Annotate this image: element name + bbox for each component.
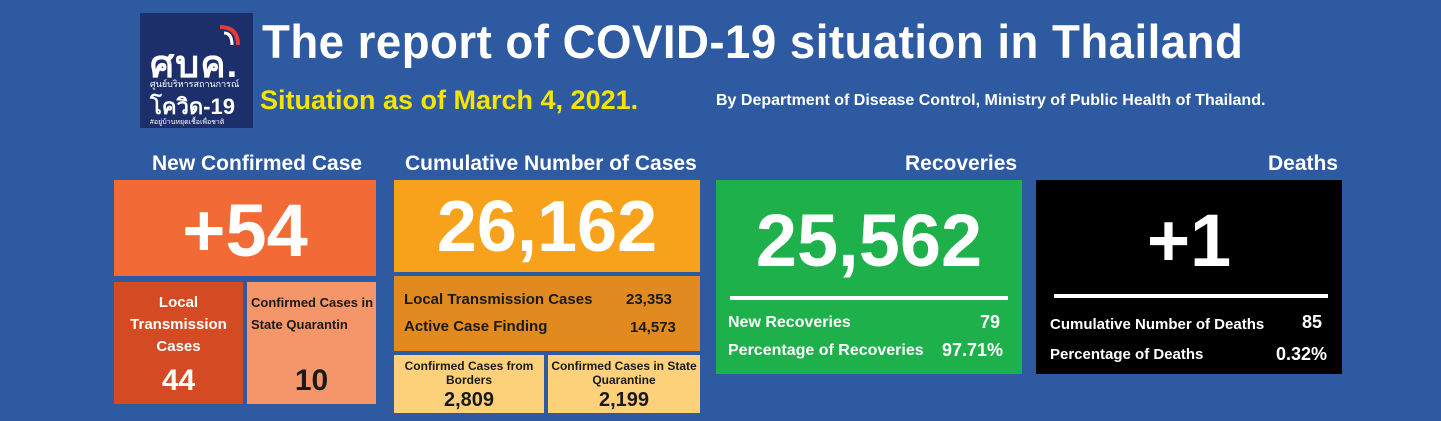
situation-date: Situation as of March 4, 2021. — [260, 85, 639, 115]
recoveries-divider — [730, 296, 1008, 300]
borders-label: Confirmed Cases from Borders — [404, 359, 534, 387]
cum-deaths-value: 85 — [1302, 312, 1323, 332]
page-title: The report of COVID-19 situation in Thai… — [262, 15, 1244, 68]
borders-value: 2,809 — [443, 389, 495, 411]
new-confirmed-panel: +54 — [114, 180, 376, 276]
recoveries-panel: 25,562 New Recoveries 79 Percentage of R… — [716, 180, 1022, 374]
logo-line4: #อยู่บ้านหยุดเชื้อเพื่อชาติ — [150, 119, 225, 126]
local-cases-value: 44 — [161, 364, 196, 397]
cumulative-detail-panel: Local Transmission Cases 23,353 Active C… — [394, 276, 700, 351]
local-cases-label: Local Transmission Cases — [130, 294, 227, 355]
cumulative-value: 26,162 — [436, 187, 658, 267]
cum-quarantine-value: 2,199 — [598, 389, 650, 411]
recoveries-header: Recoveries — [905, 152, 1018, 175]
quarantine-cases-value: 10 — [294, 364, 329, 397]
quarantine-cases-panel: Confirmed Cases in State Quarantin 10 — [247, 282, 376, 404]
cumulative-panel: 26,162 — [394, 180, 700, 272]
death-pct-label: Percentage of Deaths — [1050, 346, 1204, 363]
recovery-pct-label: Percentage of Recoveries — [728, 342, 924, 359]
death-pct-value: 0.32% — [1276, 344, 1328, 364]
local-cases-panel: Local Transmission Cases 44 — [114, 282, 243, 404]
cumulative-header: Cumulative Number of Cases — [405, 152, 697, 175]
cum-quarantine-panel: Confirmed Cases in State Quarantine 2,19… — [548, 355, 700, 413]
cum-local-value: 23,353 — [626, 291, 672, 308]
recoveries-value: 25,562 — [755, 199, 983, 282]
deaths-value: +1 — [1146, 199, 1232, 282]
byline: By Department of Disease Control, Minist… — [716, 92, 1266, 109]
cum-active-value: 14,573 — [630, 319, 676, 336]
recovery-pct-value: 97.71% — [942, 340, 1004, 360]
new-confirmed-header: New Confirmed Case — [152, 152, 363, 175]
logo-line2: ศูนย์บริหารสถานการณ์ — [150, 79, 240, 89]
deaths-divider — [1054, 294, 1328, 298]
borders-panel: Confirmed Cases from Borders 2,809 — [394, 355, 544, 413]
new-recoveries-value: 79 — [980, 312, 1001, 332]
logo-line1: ศบค. — [150, 44, 239, 86]
deaths-panel: +1 Cumulative Number of Deaths 85 Percen… — [1036, 180, 1342, 374]
quarantine-cases-label: Confirmed Cases in State Quarantin — [251, 295, 374, 332]
ddc-logo: ศบค. ศูนย์บริหารสถานการณ์ โควิด-19 #อยู่… — [140, 13, 253, 128]
cum-quarantine-label: Confirmed Cases in State Quarantine — [551, 359, 697, 387]
cum-local-label: Local Transmission Cases — [404, 291, 593, 308]
cum-deaths-label: Cumulative Number of Deaths — [1050, 316, 1265, 333]
deaths-header: Deaths — [1268, 152, 1339, 175]
new-recoveries-label: New Recoveries — [728, 314, 851, 331]
logo-arc-icon — [219, 25, 240, 46]
cum-active-label: Active Case Finding — [404, 318, 548, 335]
logo-line3: โควิด-19 — [150, 94, 235, 119]
new-confirmed-value: +54 — [182, 189, 308, 272]
